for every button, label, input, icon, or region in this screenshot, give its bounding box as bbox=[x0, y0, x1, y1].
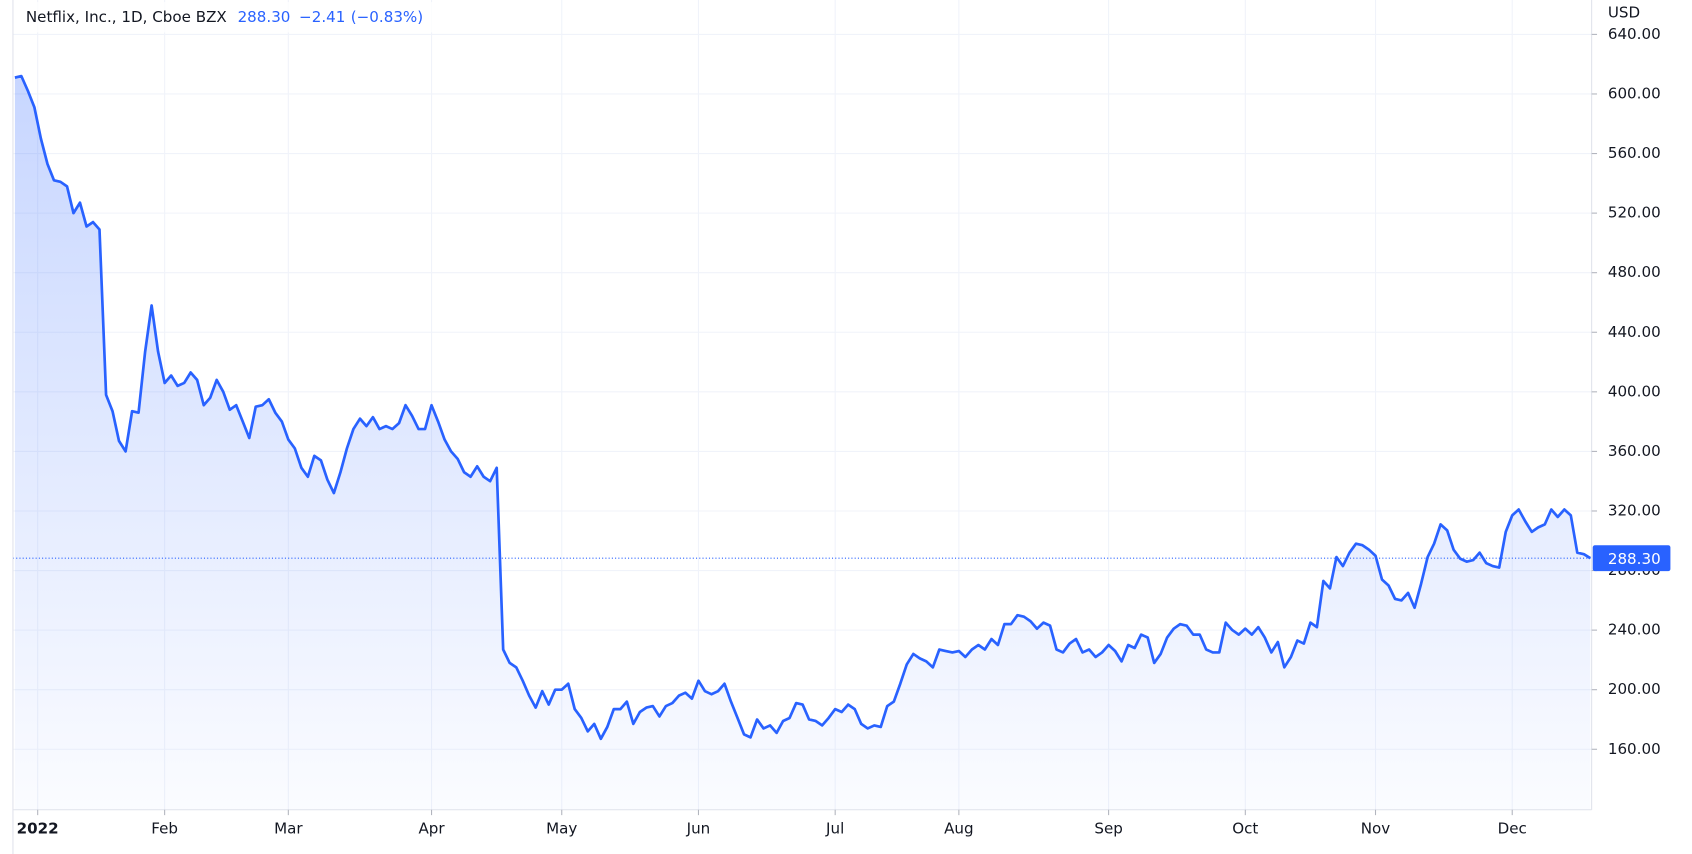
x-tick-label: Mar bbox=[274, 820, 303, 838]
x-tick-label: Oct bbox=[1232, 820, 1258, 838]
x-tick-label: 2022 bbox=[17, 820, 59, 838]
y-tick-label: 400.00 bbox=[1608, 382, 1661, 400]
symbol-title: Netflix, Inc., 1D, Cboe BZX bbox=[26, 8, 227, 26]
y-tick-label: 520.00 bbox=[1608, 204, 1661, 222]
y-tick-label: 440.00 bbox=[1608, 323, 1661, 341]
price-line bbox=[14, 74, 1592, 741]
y-tick-label: 640.00 bbox=[1608, 25, 1661, 43]
x-tick-label: May bbox=[546, 820, 577, 838]
y-tick-label: 320.00 bbox=[1608, 501, 1661, 519]
y-tick-label: 200.00 bbox=[1608, 680, 1661, 698]
x-tick-label: Jun bbox=[686, 820, 711, 838]
x-tick-label: Sep bbox=[1094, 820, 1122, 838]
y-tick-label: 240.00 bbox=[1608, 621, 1661, 639]
price-badge-label: 288.30 bbox=[1608, 550, 1661, 568]
price-badge bbox=[1592, 545, 1671, 572]
x-tick-label: Nov bbox=[1361, 820, 1391, 838]
header-change: −2.41 bbox=[299, 8, 345, 26]
x-tick-label: Feb bbox=[151, 820, 178, 838]
y-tick-label: 480.00 bbox=[1608, 263, 1661, 281]
y-tick-label: 560.00 bbox=[1608, 144, 1661, 162]
area-fill bbox=[14, 76, 1591, 810]
x-tick-label: Dec bbox=[1498, 820, 1527, 838]
currency: USD bbox=[1608, 3, 1640, 21]
x-tick-label: Apr bbox=[418, 820, 445, 838]
y-tick-label: 600.00 bbox=[1608, 84, 1661, 102]
header-change-pct: (−0.83%) bbox=[351, 8, 423, 26]
legend-bg bbox=[15, 2, 447, 33]
header-price: 288.30 bbox=[238, 8, 291, 26]
plot-area bbox=[12, 74, 1592, 810]
y-tick-label: 360.00 bbox=[1608, 442, 1661, 460]
y-tick-label: 160.00 bbox=[1608, 740, 1661, 758]
axes: 160.00200.00240.00280.00320.00360.00400.… bbox=[17, 25, 1671, 838]
x-tick-label: Jul bbox=[825, 820, 844, 838]
x-tick-label: Aug bbox=[944, 820, 974, 838]
